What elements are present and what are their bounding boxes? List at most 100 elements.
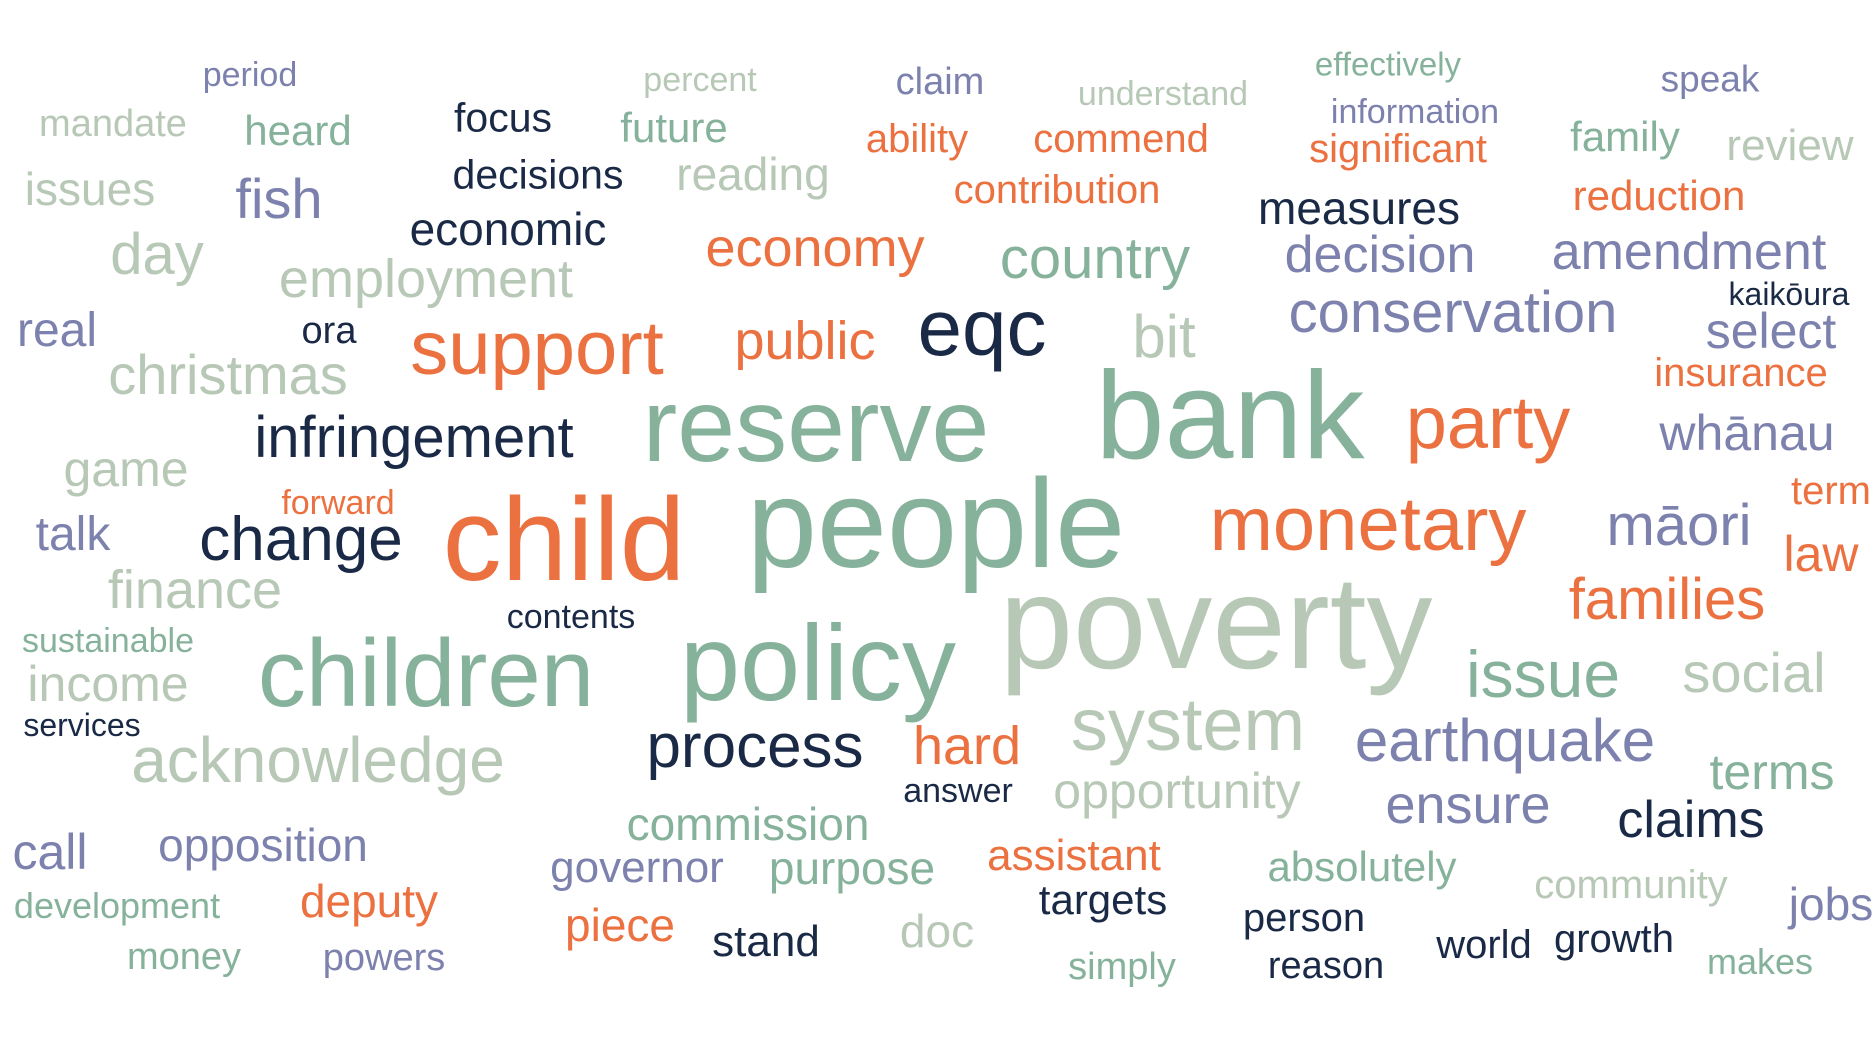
word-ora: ora bbox=[301, 310, 357, 352]
word-targets: targets bbox=[1038, 876, 1168, 923]
word-services: services bbox=[23, 707, 141, 743]
word-talk: talk bbox=[35, 508, 111, 561]
word-insurance: insurance bbox=[1654, 351, 1828, 395]
word-reading: reading bbox=[676, 148, 830, 200]
word-answer: answer bbox=[903, 772, 1013, 810]
word-conservation: conservation bbox=[1288, 280, 1618, 345]
word-claims: claims bbox=[1617, 791, 1765, 849]
word-public: public bbox=[734, 311, 876, 371]
word-reserve: reserve bbox=[642, 368, 990, 484]
word-issue: issue bbox=[1465, 637, 1621, 711]
word-economic: economic bbox=[409, 203, 607, 255]
word-mandate: mandate bbox=[39, 103, 187, 145]
word-contents: contents bbox=[506, 598, 636, 636]
word-jobs: jobs bbox=[1788, 878, 1874, 930]
word-support: support bbox=[410, 306, 664, 391]
word-kaikōura: kaikōura bbox=[1728, 276, 1850, 312]
word-deputy: deputy bbox=[299, 875, 439, 927]
word-poverty: poverty bbox=[999, 549, 1433, 696]
word-commend: commend bbox=[1033, 117, 1209, 161]
word-child: child bbox=[442, 474, 686, 606]
word-christmas: christmas bbox=[108, 343, 348, 406]
word-call: call bbox=[12, 824, 88, 880]
word-system: system bbox=[1070, 683, 1306, 766]
word-reduction: reduction bbox=[1572, 172, 1746, 219]
word-family: family bbox=[1570, 113, 1680, 160]
word-opportunity: opportunity bbox=[1053, 763, 1301, 819]
word-policy: policy bbox=[679, 602, 957, 723]
word-whānau: whānau bbox=[1659, 405, 1835, 461]
word-contribution: contribution bbox=[953, 168, 1161, 212]
word-sustainable: sustainable bbox=[21, 622, 195, 660]
word-eqc: eqc bbox=[917, 283, 1047, 372]
word-employment: employment bbox=[278, 249, 574, 309]
word-focus: focus bbox=[454, 94, 552, 141]
word-effectively: effectively bbox=[1314, 45, 1462, 83]
word-issues: issues bbox=[24, 163, 156, 215]
word-party: party bbox=[1405, 381, 1571, 464]
word-finance: finance bbox=[107, 560, 283, 620]
word-claim: claim bbox=[895, 61, 985, 103]
word-purpose: purpose bbox=[768, 842, 936, 894]
word-amendment: amendment bbox=[1551, 223, 1827, 281]
word-makes: makes bbox=[1706, 941, 1814, 982]
word-process: process bbox=[646, 712, 864, 781]
word-percent: percent bbox=[643, 61, 757, 99]
word-stand: stand bbox=[712, 917, 820, 966]
word-powers: powers bbox=[322, 937, 446, 979]
word-absolutely: absolutely bbox=[1267, 843, 1457, 890]
word-understand: understand bbox=[1077, 75, 1249, 113]
word-law: law bbox=[1783, 526, 1859, 582]
word-speak: speak bbox=[1660, 58, 1760, 100]
word-doc: doc bbox=[899, 905, 975, 957]
word-governor: governor bbox=[550, 843, 724, 892]
word-growth: growth bbox=[1553, 917, 1675, 961]
word-social: social bbox=[1682, 641, 1826, 704]
word-community: community bbox=[1534, 863, 1728, 907]
word-review: review bbox=[1726, 121, 1854, 170]
word-person: person bbox=[1242, 896, 1366, 940]
word-money: money bbox=[126, 936, 242, 978]
word-fish: fish bbox=[235, 167, 323, 230]
word-real: real bbox=[16, 304, 98, 357]
word-earthquake: earthquake bbox=[1354, 707, 1656, 774]
word-acknowledge: acknowledge bbox=[131, 724, 505, 796]
word-simply: simply bbox=[1068, 946, 1176, 988]
word-significant: significant bbox=[1309, 127, 1487, 171]
word-future: future bbox=[620, 104, 728, 151]
word-māori: māori bbox=[1606, 493, 1752, 558]
word-game: game bbox=[63, 441, 189, 497]
word-information: information bbox=[1330, 93, 1500, 131]
word-monetary: monetary bbox=[1209, 482, 1527, 567]
word-bank: bank bbox=[1095, 347, 1365, 485]
word-assistant: assistant bbox=[987, 831, 1161, 880]
word-hard: hard bbox=[912, 716, 1022, 776]
word-people: people bbox=[746, 453, 1126, 594]
word-infringement: infringement bbox=[254, 405, 574, 470]
word-country: country bbox=[999, 226, 1191, 291]
word-decisions: decisions bbox=[452, 151, 624, 198]
word-economy: economy bbox=[705, 218, 925, 278]
word-heard: heard bbox=[244, 107, 352, 154]
word-select: select bbox=[1705, 303, 1837, 359]
word-children: children bbox=[257, 620, 595, 727]
word-families: families bbox=[1568, 567, 1766, 632]
word-period: period bbox=[202, 56, 298, 94]
word-income: income bbox=[27, 656, 189, 712]
word-forward: forward bbox=[281, 484, 395, 522]
word-measures: measures bbox=[1258, 182, 1460, 234]
word-ensure: ensure bbox=[1385, 775, 1551, 835]
word-opposition: opposition bbox=[158, 819, 368, 871]
word-reason: reason bbox=[1267, 945, 1385, 987]
word-ability: ability bbox=[865, 117, 969, 161]
word-bit: bit bbox=[1132, 303, 1196, 370]
word-change: change bbox=[199, 505, 403, 574]
word-world: world bbox=[1436, 923, 1532, 967]
word-decision: decision bbox=[1284, 226, 1476, 284]
word-development: development bbox=[13, 885, 221, 926]
word-term: term bbox=[1791, 469, 1871, 513]
word-terms: terms bbox=[1709, 744, 1835, 800]
word-day: day bbox=[110, 222, 204, 287]
word-commission: commission bbox=[626, 798, 870, 850]
